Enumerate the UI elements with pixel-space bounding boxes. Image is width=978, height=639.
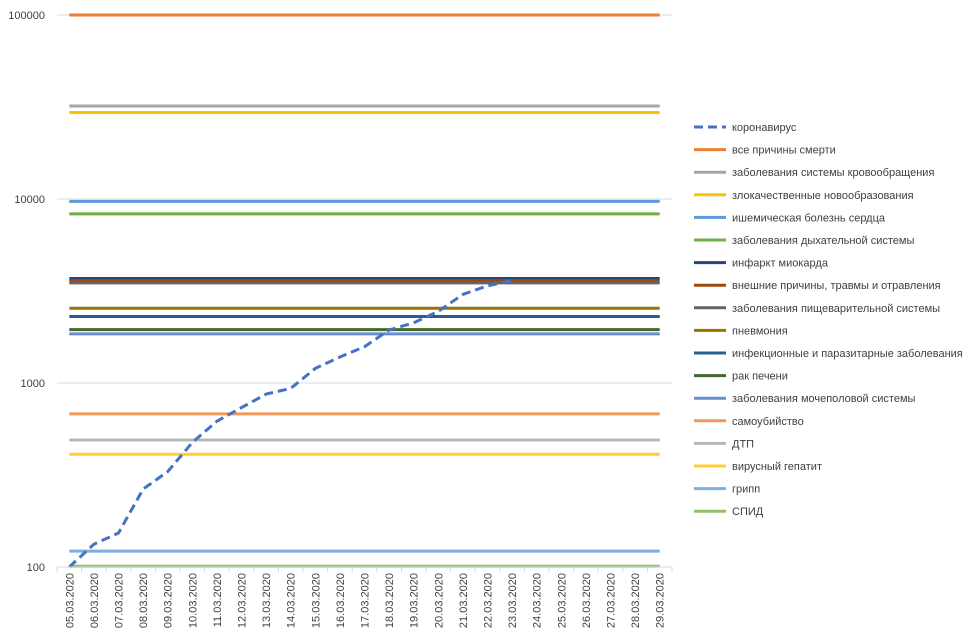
x-tick-label: 27.03.2020 xyxy=(606,573,618,628)
x-tick-label: 18.03.2020 xyxy=(384,573,396,628)
x-tick-label: 11.03.2020 xyxy=(212,573,224,627)
legend-label: заболевания системы кровообращения xyxy=(732,167,934,179)
x-tick-label: 08.03.2020 xyxy=(138,573,150,628)
legend-label: все причины смерти xyxy=(732,145,836,157)
legend-label: пневмония xyxy=(732,325,788,337)
legend-label: заболевания пищеварительной системы xyxy=(732,303,940,315)
y-tick-label: 100000 xyxy=(8,10,45,22)
x-tick-label: 29.03.2020 xyxy=(655,573,667,628)
x-tick-label: 09.03.2020 xyxy=(163,573,175,628)
series-layer xyxy=(68,13,660,569)
y-tick-label: 100 xyxy=(27,562,45,574)
x-tick-label: 10.03.2020 xyxy=(187,573,199,628)
y-tick-label: 1000 xyxy=(21,378,45,390)
x-tick-label: 21.03.2020 xyxy=(458,573,470,628)
x-tick-label: 19.03.2020 xyxy=(409,573,421,628)
x-tick-label: 06.03.2020 xyxy=(89,573,101,628)
x-tick-label: 13.03.2020 xyxy=(261,573,273,628)
legend-layer: коронавирус все причины смерти заболевания… xyxy=(694,122,963,518)
x-tick-label: 16.03.2020 xyxy=(335,573,347,628)
legend-label: инфекционные и паразитарные заболевания xyxy=(732,348,963,360)
x-tick-label: 23.03.2020 xyxy=(507,573,519,628)
x-tick-label: 22.03.2020 xyxy=(483,573,495,628)
x-tick-label: 17.03.2020 xyxy=(360,573,372,628)
legend-label: ишемическая болезнь сердца xyxy=(732,212,886,224)
x-tick-label: 05.03.2020 xyxy=(64,573,76,628)
legend-label: рак печени xyxy=(732,371,788,383)
legend-label: грипп xyxy=(732,484,760,496)
series-line-dashed xyxy=(68,279,513,569)
x-tick-label: 20.03.2020 xyxy=(433,573,445,628)
legend-label: вирусный гепатит xyxy=(732,461,822,473)
x-tick-label: 12.03.2020 xyxy=(237,573,249,628)
legend-label: заболевания дыхательной системы xyxy=(732,235,914,247)
x-tick-label: 24.03.2020 xyxy=(532,573,544,628)
legend-label: СПИД xyxy=(732,506,764,518)
y-tick-label: 10000 xyxy=(14,194,45,206)
axis-layer: 100 1000 10000 100000 05.03.2020 06.03.2020 07… xyxy=(8,10,673,628)
legend-label: злокачественные новообразования xyxy=(732,190,914,202)
legend-label: ДТП xyxy=(732,438,754,450)
x-tick-label: 26.03.2020 xyxy=(581,573,593,628)
x-tick-label: 28.03.2020 xyxy=(630,573,642,628)
x-tick-label: 15.03.2020 xyxy=(310,573,322,628)
x-tick-label: 25.03.2020 xyxy=(556,573,568,628)
x-tick-label: 07.03.2020 xyxy=(114,573,126,628)
legend-label: самоубийство xyxy=(732,416,804,428)
legend-label: коронавирус xyxy=(732,122,797,134)
legend-label: заболевания мочеполовой системы xyxy=(732,393,916,405)
legend-label: инфаркт миокарда xyxy=(732,258,829,270)
x-tick-label: 14.03.2020 xyxy=(286,573,298,628)
legend-label: внешние причины, травмы и отравления xyxy=(732,280,941,292)
